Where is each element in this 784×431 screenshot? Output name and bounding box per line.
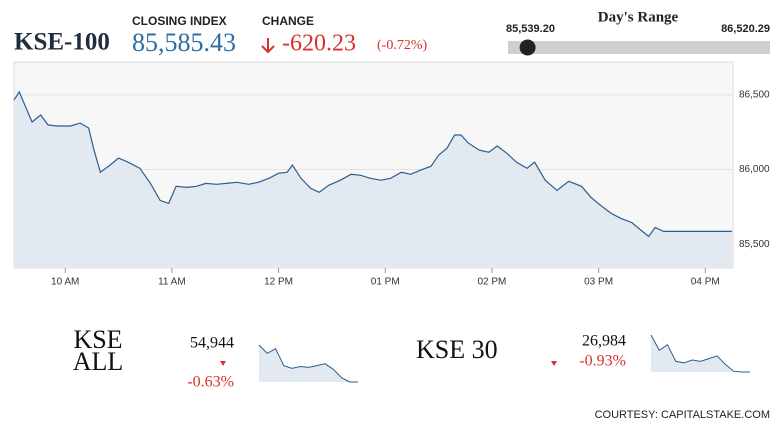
closing-label: CLOSING INDEX [132, 14, 227, 28]
line [650, 334, 750, 373]
change-pct: (-0.72%) [377, 38, 427, 53]
sub-value: 26,984 [582, 333, 626, 350]
sub-change: -0.63% [187, 374, 234, 391]
footer: COURTESY: CAPITALSTAKE.COM [595, 409, 770, 421]
down-triangle [551, 361, 557, 366]
x-tick-label: 12 PM [264, 277, 293, 288]
y-tick-label: 85,500 [739, 239, 770, 250]
x-tick-label: 01 PM [371, 277, 400, 288]
range-low: 85,539.20 [506, 23, 555, 35]
main-chart: 85,500 86,000 86,500 10 AM 11 AM 12 PM 01 PM 02… [13, 89, 770, 383]
area [259, 345, 358, 382]
closing-value: 85,585.43 [132, 28, 236, 57]
line [13, 90, 732, 238]
y-tick-label: 86,000 [739, 164, 770, 175]
down-arrow [261, 38, 275, 54]
index-name: KSE-100 [14, 29, 110, 56]
range-knob [519, 39, 536, 56]
range-track [508, 41, 770, 54]
sub-change: -0.93% [579, 353, 626, 370]
sub-name: KSE 30 [416, 335, 498, 364]
range-title: Day's Range [598, 9, 679, 25]
line [258, 344, 358, 383]
sub-value: 54,944 [190, 335, 234, 352]
range-high: 86,520.29 [721, 23, 770, 35]
y-tick-label: 86,500 [739, 89, 770, 100]
area [14, 91, 732, 269]
x-tick-label: 04 PM [691, 277, 720, 288]
down-triangle [220, 361, 226, 366]
change-value: -620.23 [282, 31, 356, 57]
change-label: CHANGE [262, 14, 314, 28]
x-tick-label: 02 PM [477, 277, 506, 288]
x-tick-label: 10 AM [51, 277, 79, 288]
x-tick-label: 11 AM [158, 277, 186, 288]
area [651, 335, 750, 372]
x-tick-label: 03 PM [584, 277, 613, 288]
sub-name: KSE ALL [73, 325, 124, 376]
